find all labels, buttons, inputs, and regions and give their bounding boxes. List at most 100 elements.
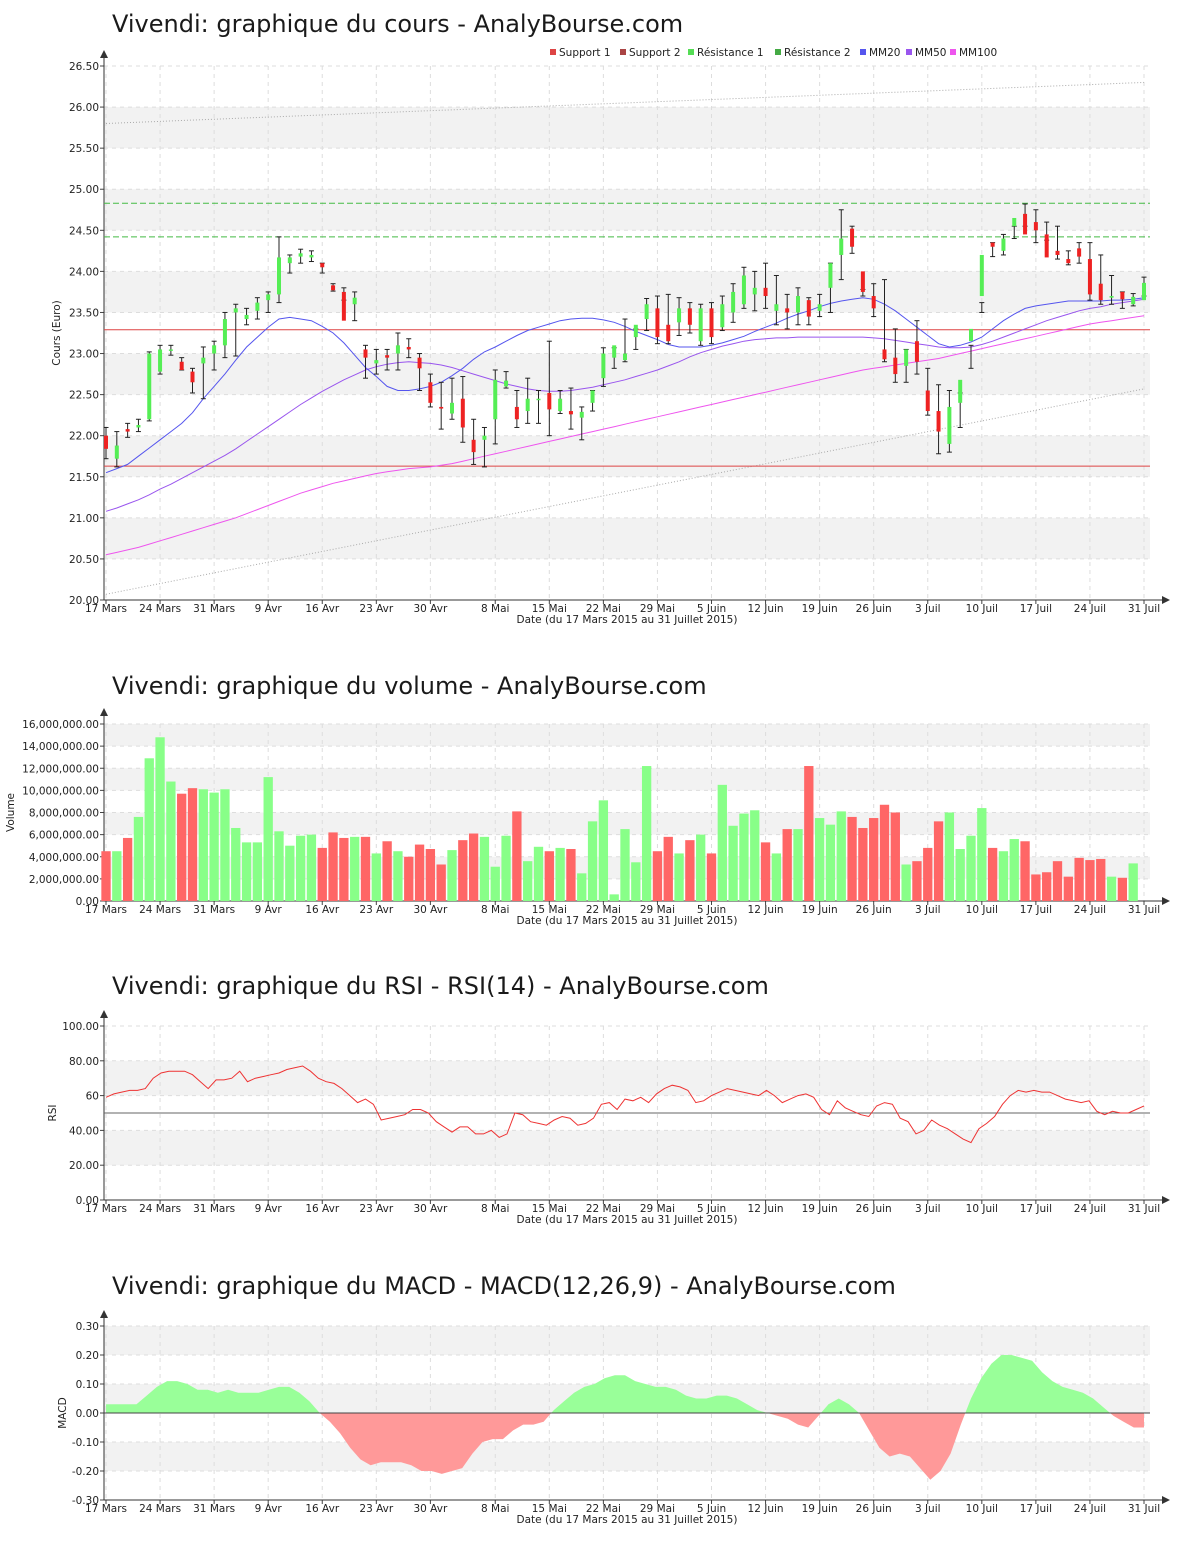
y-tick-label: 16,000,000.00 <box>22 719 99 731</box>
y-tick-label: 21.50 <box>69 472 99 484</box>
x-axis-title: Date (du 17 Mars 2015 au 31 Juillet 2015… <box>517 1214 738 1226</box>
grid-band <box>104 107 1150 149</box>
macd-negative-area <box>859 1413 966 1480</box>
x-tick-label: 5 Juin <box>697 904 726 916</box>
candle-body <box>1001 238 1006 251</box>
y-tick-label: 0.20 <box>76 1350 99 1362</box>
x-tick-label: 31 Juil <box>1128 1503 1160 1515</box>
y-tick-label: 21.00 <box>69 513 99 525</box>
x-tick-label: 12 Juin <box>748 1503 784 1515</box>
candle-body <box>568 411 573 415</box>
x-tick-label: 17 Mars <box>85 603 127 615</box>
x-tick-label: 17 Mars <box>85 904 127 916</box>
x-tick-label: 24 Mars <box>139 904 181 916</box>
x-tick-label: 23 Avr <box>359 904 393 916</box>
y-tick-label: -0.20 <box>72 1466 99 1478</box>
x-tick-label: 19 Juin <box>802 1503 838 1515</box>
candle-body <box>266 294 271 301</box>
x-tick-label: 9 Avr <box>255 1503 283 1515</box>
x-tick-label: 24 Juil <box>1074 904 1106 916</box>
x-tick-label: 15 Mai <box>532 1503 567 1515</box>
x-tick-label: 10 Juil <box>966 904 998 916</box>
price-chart: 17 Mars 24 Mars 31 Mars 9 Avr 16 Avr 23 Avr 30… <box>51 47 1170 626</box>
candle-body <box>644 304 649 320</box>
y-axis-title: MACD <box>57 1397 69 1428</box>
volume-bar <box>468 833 479 901</box>
y-tick-label: 60 <box>86 1091 99 1103</box>
volume-bar <box>696 834 706 901</box>
y-axis-arrow <box>100 50 108 58</box>
x-tick-label: 15 Mai <box>532 603 567 615</box>
x-tick-label: 30 Avr <box>413 603 447 615</box>
x-axis-arrow <box>1162 1496 1170 1504</box>
x-tick-label: 22 Mai <box>586 1503 621 1515</box>
grid-band <box>104 1442 1150 1471</box>
volume-bar <box>620 829 630 901</box>
x-tick-label: 31 Juil <box>1128 1203 1160 1215</box>
x-tick-label: 12 Juin <box>748 904 784 916</box>
x-tick-label: 5 Juin <box>697 603 726 615</box>
volume-bar <box>425 849 436 901</box>
x-tick-label: 31 Mars <box>193 1503 235 1515</box>
y-tick-label: 6,000,000.00 <box>29 830 99 842</box>
price-chart-title: Vivendi: graphique du cours - AnalyBours… <box>112 10 684 38</box>
candle-body <box>114 445 119 459</box>
candle-body <box>666 324 671 342</box>
volume-bar <box>523 861 533 901</box>
y-tick-label: 80.00 <box>69 1056 99 1068</box>
candle-body <box>158 349 163 372</box>
x-tick-label: 17 Mars <box>85 1503 127 1515</box>
volume-bar <box>869 818 879 901</box>
volume-bar <box>652 851 663 901</box>
x-tick-label: 3 Juil <box>915 1503 941 1515</box>
x-tick-label: 9 Avr <box>255 603 283 615</box>
x-tick-label: 24 Juil <box>1074 1503 1106 1515</box>
legend-label: MM100 <box>959 47 997 59</box>
volume-bar <box>252 842 263 901</box>
y-axis-arrow <box>100 708 108 716</box>
y-axis-title: RSI <box>47 1104 59 1121</box>
legend-label: Support 2 <box>629 47 681 59</box>
x-tick-label: 23 Avr <box>359 1203 393 1215</box>
grid-band <box>104 1060 1150 1096</box>
volume-bar <box>360 836 371 901</box>
candle-body <box>1087 259 1092 295</box>
x-tick-label: 3 Juil <box>915 904 941 916</box>
x-tick-label: 9 Avr <box>255 904 283 916</box>
rsi-line <box>105 1065 1145 1144</box>
volume-bar <box>923 847 933 901</box>
candle-body <box>1044 234 1049 258</box>
y-axis-arrow <box>100 1310 108 1318</box>
candle-body <box>341 291 346 321</box>
volume-bar <box>533 846 544 901</box>
volume-bar <box>944 812 955 901</box>
x-tick-label: 8 Mai <box>481 904 509 916</box>
volume-bar <box>1074 857 1084 901</box>
x-tick-label: 15 Mai <box>532 904 567 916</box>
x-tick-label: 10 Juil <box>966 1503 998 1515</box>
candle-body <box>774 304 779 311</box>
volume-bar <box>955 849 965 901</box>
candle-body <box>612 345 617 358</box>
candle-body <box>925 390 930 412</box>
candle-body <box>147 353 152 420</box>
legend-swatch <box>906 49 912 55</box>
volume-bar <box>231 827 241 901</box>
candle-body <box>698 308 703 342</box>
candle-body <box>504 380 509 387</box>
volume-bar <box>566 849 576 901</box>
volume-bar <box>739 813 749 901</box>
x-tick-label: 24 Juil <box>1074 1203 1106 1215</box>
candle-body <box>374 360 379 364</box>
y-tick-label: 0.00 <box>76 896 99 908</box>
volume-bar <box>663 836 673 901</box>
volume-bar <box>977 808 987 901</box>
x-tick-label: 5 Juin <box>697 1203 726 1215</box>
y-tick-label: 12,000,000.00 <box>22 763 99 775</box>
y-tick-label: 2,000,000.00 <box>29 874 99 886</box>
macd-positive-area <box>106 1381 320 1413</box>
x-axis-title: Date (du 17 Mars 2015 au 31 Juillet 2015… <box>517 915 738 927</box>
volume-bar <box>177 793 187 901</box>
y-tick-label: 20.50 <box>69 554 99 566</box>
candle-body <box>655 308 660 338</box>
